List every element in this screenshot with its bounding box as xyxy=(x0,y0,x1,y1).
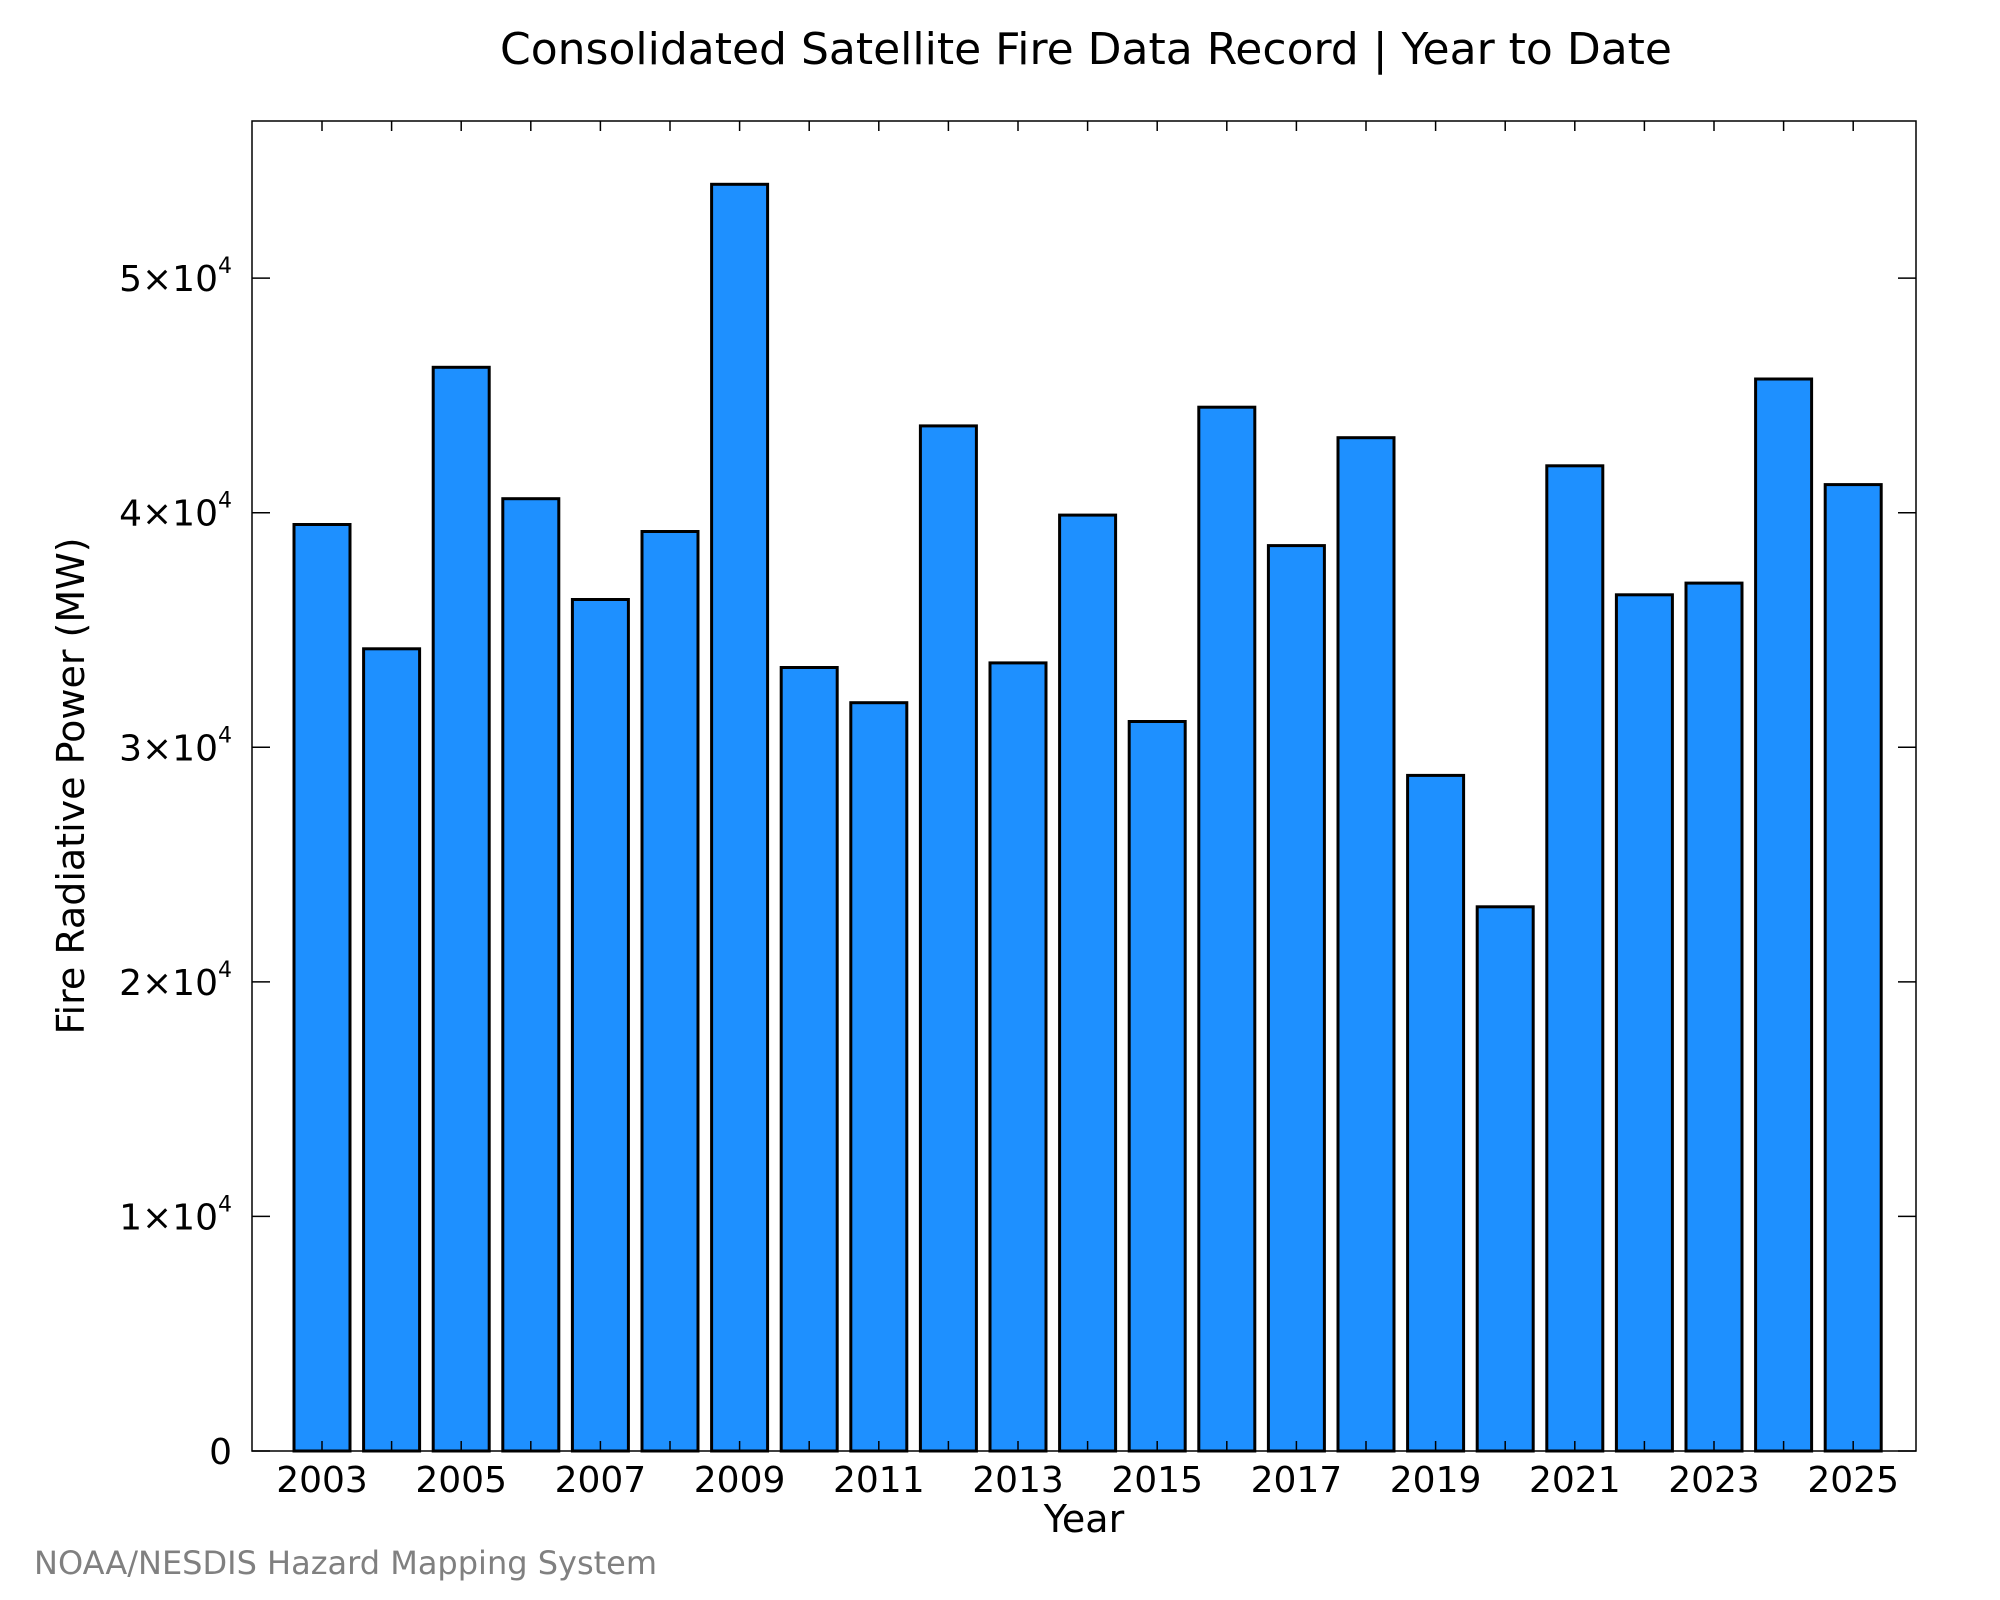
y-axis-ticks: 0 1×104 2×104 3×104 4×104 5×104 xyxy=(119,254,1916,1473)
plot-area: 2003 2005 2007 2009 2011 2013 2015 2017 2019 2021… xyxy=(119,120,1917,1501)
bar-2011 xyxy=(849,701,909,1453)
bar-2018 xyxy=(1336,436,1396,1453)
bar-2022 xyxy=(1614,593,1674,1453)
x-tick-label: 2017 xyxy=(1251,1460,1343,1501)
x-tick-label: 2009 xyxy=(694,1460,786,1501)
x-tick-label: 2021 xyxy=(1529,1460,1621,1501)
bar-2007 xyxy=(570,598,630,1453)
bar-2014 xyxy=(1058,513,1118,1453)
x-tick-label: 2011 xyxy=(833,1460,925,1501)
source-note: NOAA/NESDIS Hazard Mapping System xyxy=(34,1544,657,1582)
bar-2024 xyxy=(1754,377,1814,1453)
bar-2010 xyxy=(779,666,839,1453)
y-tick-label: 3×104 xyxy=(119,723,232,769)
bar-2016 xyxy=(1197,405,1257,1453)
bar-2025 xyxy=(1823,483,1883,1453)
chart-title: Consolidated Satellite Fire Data Record … xyxy=(500,24,1672,75)
bar-2023 xyxy=(1684,581,1744,1453)
bar-2008 xyxy=(640,530,700,1453)
y-tick-label: 1×104 xyxy=(119,1192,232,1238)
bar-2019 xyxy=(1406,773,1466,1453)
x-tick-label: 2013 xyxy=(972,1460,1064,1501)
bar-2012 xyxy=(918,424,978,1453)
x-tick-label: 2005 xyxy=(415,1460,507,1501)
bar-2003 xyxy=(292,523,352,1453)
x-axis-label: Year xyxy=(1043,1497,1125,1541)
x-tick-label: 2015 xyxy=(1111,1460,1203,1501)
x-tick-label: 2025 xyxy=(1807,1460,1899,1501)
x-tick-label: 2003 xyxy=(276,1460,368,1501)
bar-2005 xyxy=(431,365,491,1453)
bar-2009 xyxy=(710,182,770,1453)
x-tick-label: 2019 xyxy=(1390,1460,1482,1501)
bar-2021 xyxy=(1545,464,1605,1453)
bar-2013 xyxy=(988,661,1048,1453)
x-tick-label: 2023 xyxy=(1668,1460,1760,1501)
bar-2020 xyxy=(1475,905,1535,1453)
bar-2006 xyxy=(501,497,561,1453)
bar-2017 xyxy=(1266,544,1326,1453)
bar-2004 xyxy=(362,647,422,1453)
bar-2015 xyxy=(1127,720,1187,1453)
y-tick-label: 0 xyxy=(209,1432,232,1473)
bars-group xyxy=(292,182,1883,1453)
x-tick-label: 2007 xyxy=(555,1460,647,1501)
y-tick-label: 5×104 xyxy=(119,254,232,300)
y-tick-label: 2×104 xyxy=(119,958,232,1004)
y-tick-label: 4×104 xyxy=(119,489,232,535)
x-axis-ticks: 2003 2005 2007 2009 2011 2013 2015 2017 2019 2021… xyxy=(276,121,1899,1501)
y-axis-label: Fire Radiative Power (MW) xyxy=(49,537,93,1034)
